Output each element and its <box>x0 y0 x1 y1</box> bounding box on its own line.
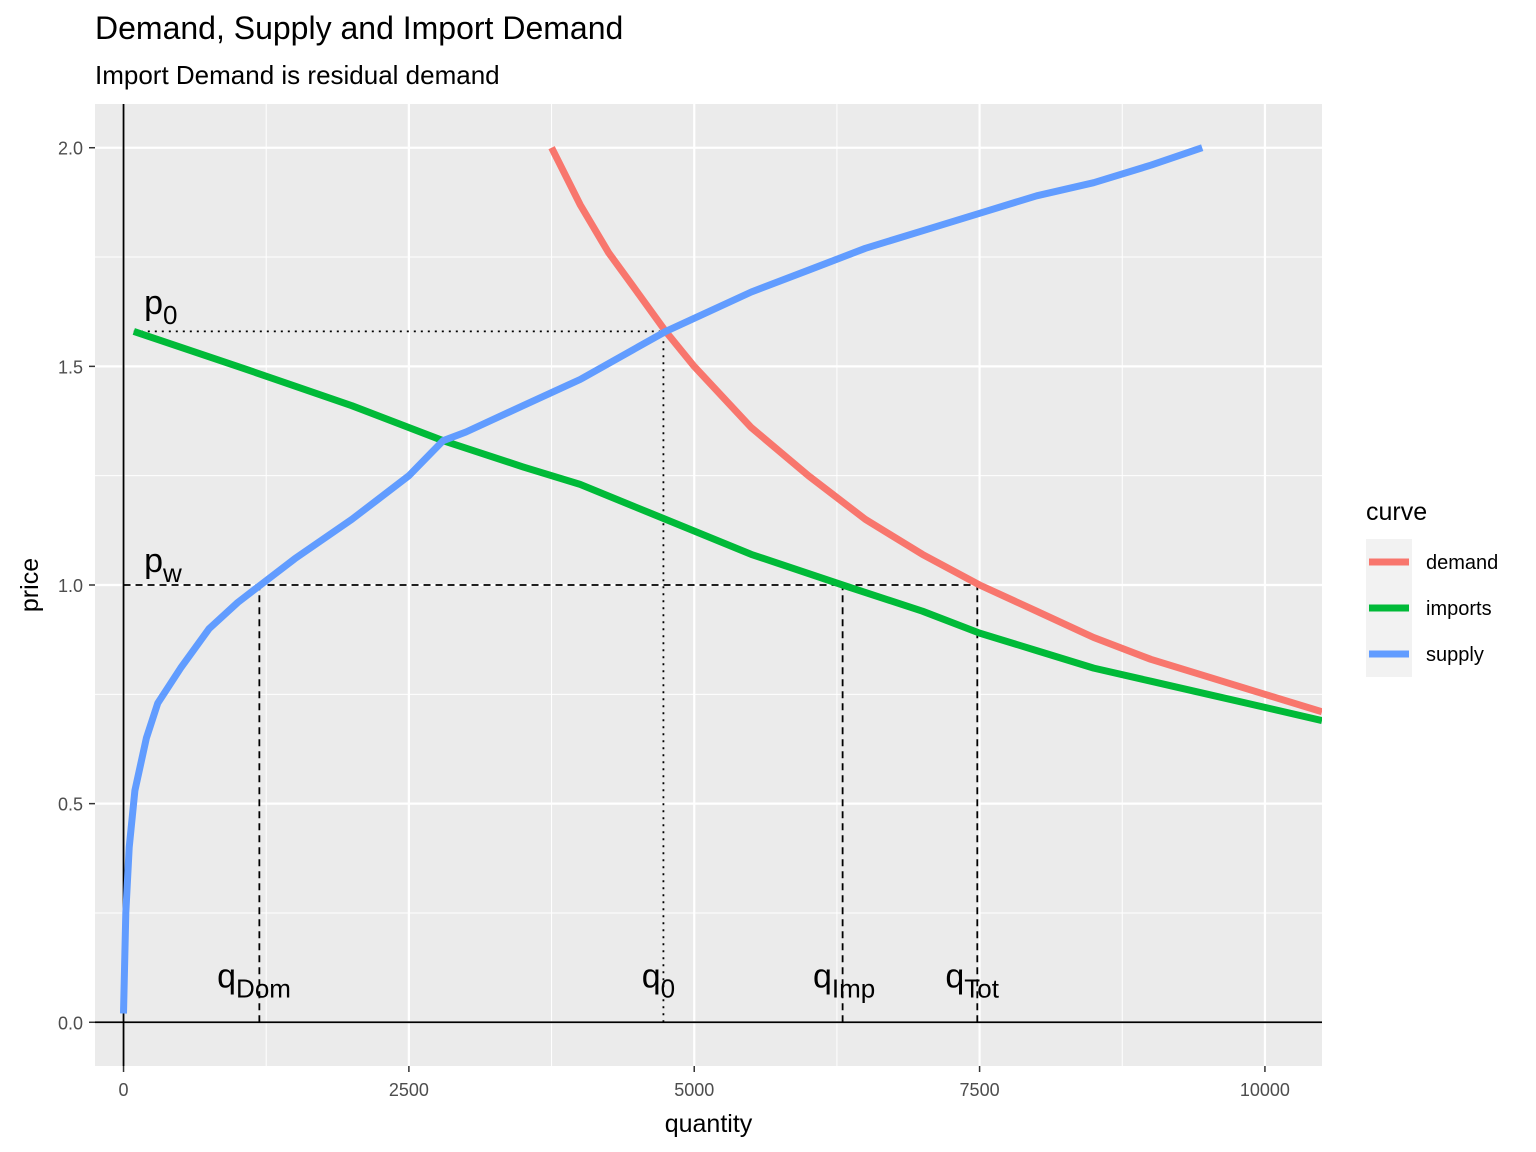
x-axis-title: quantity <box>665 1110 753 1138</box>
legend-label-demand: demand <box>1426 552 1498 574</box>
annotation-label: qDom <box>217 957 291 1003</box>
legend-label-imports: imports <box>1426 598 1492 620</box>
x-tick-label: 7500 <box>960 1080 1000 1100</box>
legend-label-supply: supply <box>1426 644 1484 666</box>
series-line-supply <box>120 144 1204 1014</box>
chart-subtitle: Import Demand is residual demand <box>95 60 500 90</box>
series-line-demand <box>548 146 1322 716</box>
y-axis-title: price <box>16 558 44 612</box>
x-tick-label: 0 <box>119 1080 129 1100</box>
annotation-label: qTot <box>945 957 999 1003</box>
series-group <box>120 144 1322 1014</box>
x-tick-label: 10000 <box>1240 1080 1290 1100</box>
annotation-label: qImp <box>813 957 875 1003</box>
series-line-imports <box>132 328 1322 725</box>
annotation-label: p0 <box>144 284 177 330</box>
annotation-label: q0 <box>642 957 675 1003</box>
x-tick-label: 2500 <box>389 1080 429 1100</box>
y-tick-label: 0.0 <box>58 1013 83 1033</box>
y-tick-label: 0.5 <box>58 795 83 815</box>
y-tick-label: 1.0 <box>58 576 83 596</box>
y-tick-label: 1.5 <box>58 357 83 377</box>
x-tick-label: 5000 <box>674 1080 714 1100</box>
chart-title: Demand, Supply and Import Demand <box>95 10 624 46</box>
annotation-label: pw <box>144 542 182 588</box>
legend-title: curve <box>1366 498 1427 526</box>
y-tick-label: 2.0 <box>58 139 83 159</box>
